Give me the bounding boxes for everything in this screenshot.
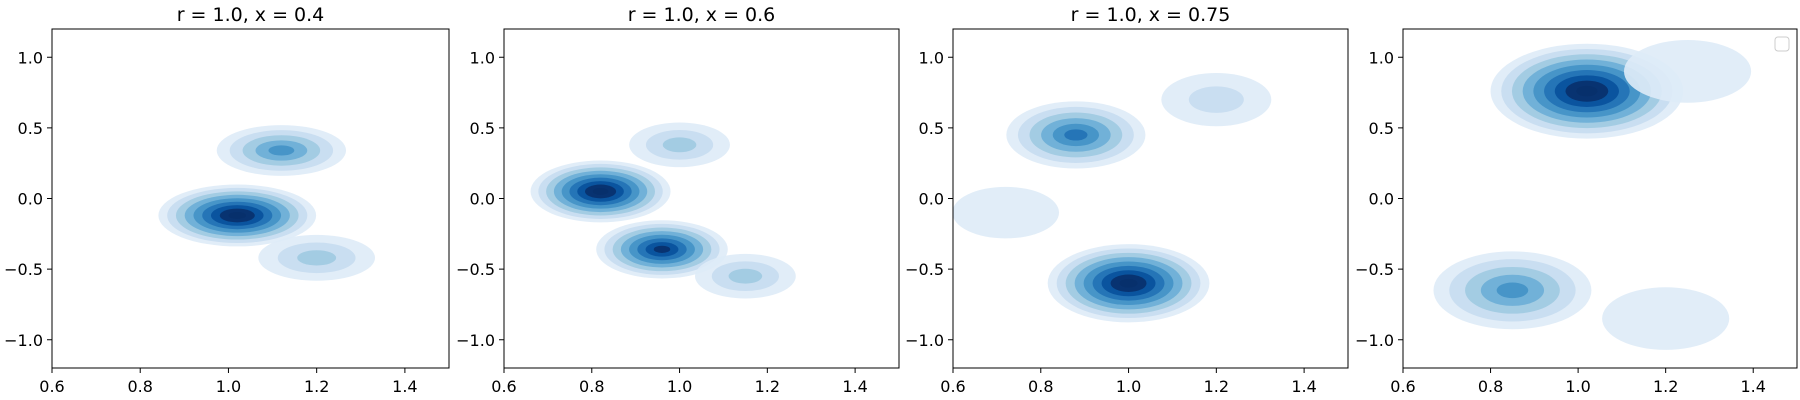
y-tick-label: −1.0 (456, 331, 495, 350)
y-tick-label: 0.0 (18, 190, 43, 209)
chart-panel-3: 0.6 0.8 1.0 1.2 1.4 −1.0 −0.5 0.0 0.5 1.0 r = 1.0,… (905, 4, 1349, 396)
y-tick-label: 0.0 (1369, 190, 1394, 209)
y-tick-label: 0.5 (1369, 119, 1394, 138)
x-tick-label: 0.8 (1478, 377, 1503, 396)
density-level-mode1-9 (1576, 85, 1598, 97)
x-tick-label: 0.6 (39, 377, 64, 396)
x-tick-label: 0.6 (940, 377, 965, 396)
density-level-mode4-1 (1602, 287, 1730, 350)
legend-box (1774, 36, 1790, 52)
y-tick-label: −0.5 (905, 260, 944, 279)
density-level-mode3-3 (728, 268, 763, 284)
x-tick-label: 1.4 (842, 377, 867, 396)
density-level-mode3-3 (297, 250, 337, 266)
y-tick-label: −1.0 (4, 331, 43, 350)
density-level-mode4-3 (662, 137, 697, 153)
x-tick-label: 1.2 (1653, 377, 1678, 396)
x-tick-label: 1.2 (1204, 377, 1229, 396)
y-tick-label: −0.5 (4, 260, 43, 279)
chart-title: r = 1.0, x = 0.75 (1071, 4, 1231, 26)
density-level-mode1-9 (592, 187, 609, 195)
density-level-mode3-1 (1623, 40, 1752, 103)
chart-panel-1: 0.6 0.8 1.0 1.2 1.4 −1.0 −0.5 0.0 0.5 1.0 r = 1.0,… (4, 4, 450, 396)
y-tick-label: 1.0 (1369, 48, 1394, 67)
density-contours (530, 122, 796, 299)
x-tick-label: 1.2 (304, 377, 329, 396)
density-level-mode2-8 (653, 245, 671, 253)
density-level-mode2-5 (1496, 282, 1529, 299)
y-tick-label: 0.0 (919, 190, 944, 209)
chart-title: r = 1.0, x = 0.6 (628, 4, 776, 26)
density-level-mode3-2 (1188, 86, 1244, 113)
density-contours (1433, 40, 1752, 350)
x-tick-label: 0.6 (491, 377, 516, 396)
y-tick-label: 0.0 (470, 190, 495, 209)
density-level-mode1-9 (228, 212, 247, 219)
x-tick-label: 0.8 (579, 377, 604, 396)
x-tick-label: 1.0 (667, 377, 692, 396)
y-tick-label: 0.5 (919, 119, 944, 138)
y-tick-label: 1.0 (18, 48, 43, 67)
x-tick-label: 1.0 (216, 377, 241, 396)
y-tick-label: −1.0 (1355, 331, 1394, 350)
x-tick-label: 0.6 (1390, 377, 1415, 396)
x-tick-label: 1.4 (392, 377, 417, 396)
density-level-mode4-1 (953, 186, 1060, 239)
density-contours (158, 125, 376, 281)
y-tick-label: −0.5 (1355, 260, 1394, 279)
density-level-mode1-9 (1119, 278, 1138, 288)
chart-panel-4: 0.6 0.8 1.0 1.2 1.4 −1.0 −0.5 0.0 0.5 1.0 (1355, 28, 1798, 396)
panels-group: 0.6 0.8 1.0 1.2 1.4 −1.0 −0.5 0.0 0.5 1.0 r = 1.0,… (4, 4, 1798, 396)
y-tick-label: −1.0 (905, 331, 944, 350)
y-tick-label: 0.5 (18, 119, 43, 138)
x-tick-label: 0.8 (127, 377, 152, 396)
x-tick-label: 1.4 (1740, 377, 1765, 396)
chart-title: r = 1.0, x = 0.4 (177, 4, 325, 26)
x-tick-label: 0.8 (1028, 377, 1053, 396)
x-tick-label: 1.2 (755, 377, 780, 396)
chart-panel-2: 0.6 0.8 1.0 1.2 1.4 −1.0 −0.5 0.0 0.5 1.0 r = 1.0,… (456, 4, 900, 396)
x-tick-label: 1.0 (1565, 377, 1590, 396)
y-tick-label: 1.0 (470, 48, 495, 67)
x-tick-label: 1.4 (1291, 377, 1316, 396)
density-level-mode2-5 (268, 145, 295, 156)
y-tick-label: 1.0 (919, 48, 944, 67)
density-contours (953, 73, 1272, 323)
x-tick-label: 1.0 (1116, 377, 1141, 396)
density-level-mode2-6 (1064, 129, 1088, 141)
y-tick-label: −0.5 (456, 260, 495, 279)
y-tick-label: 0.5 (470, 119, 495, 138)
